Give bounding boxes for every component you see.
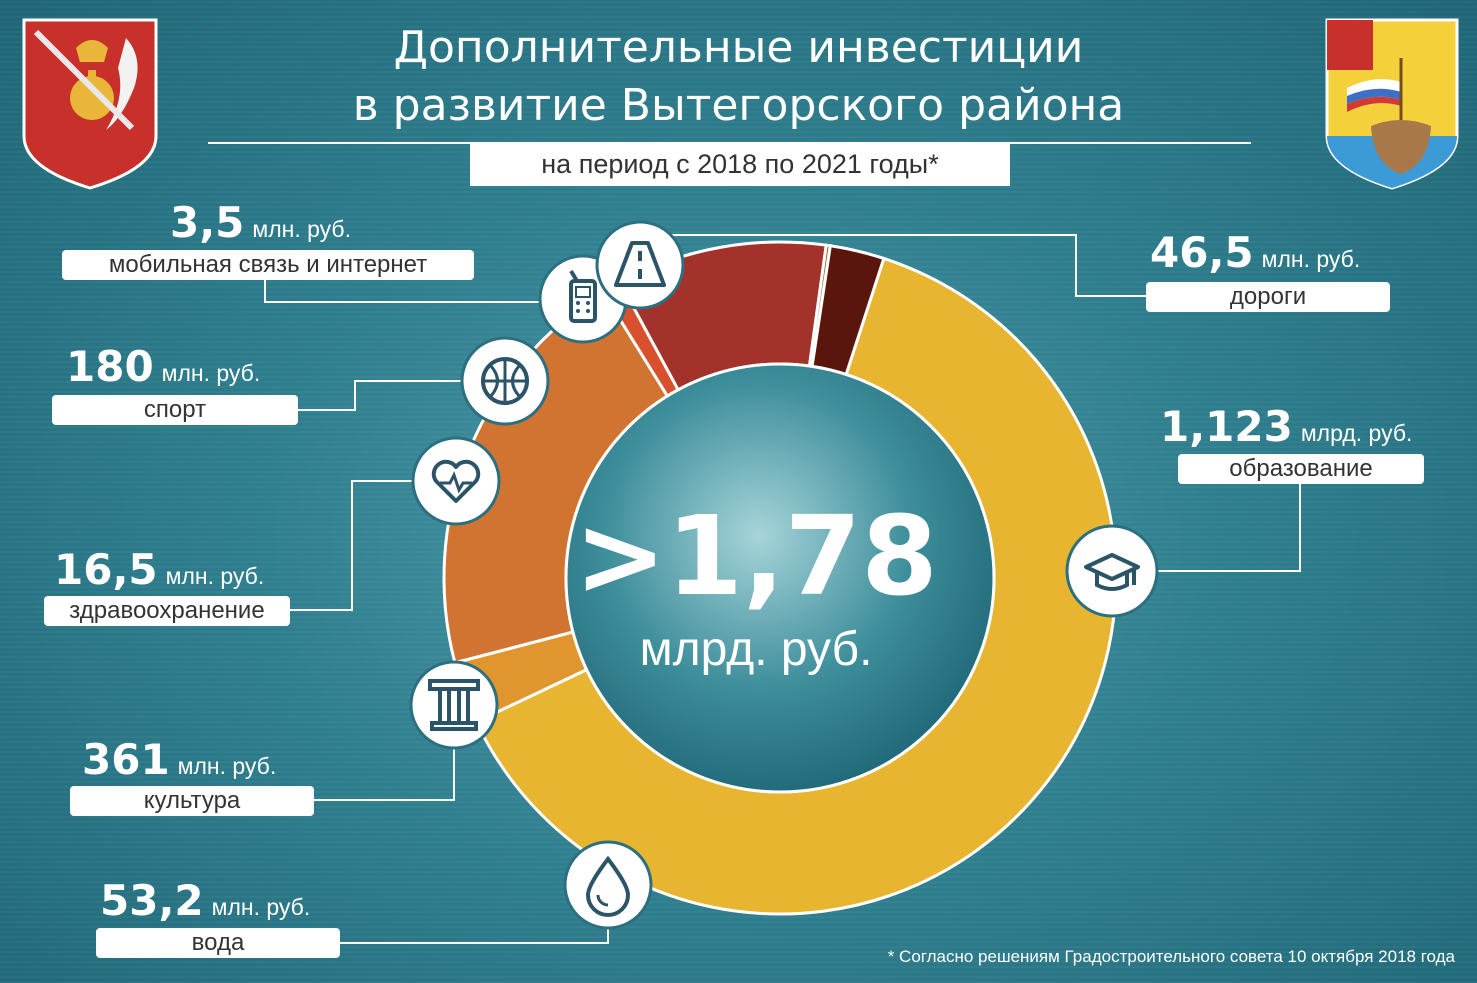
connector-sport	[298, 380, 505, 411]
subtitle: на период с 2018 по 2021 годы*	[470, 142, 1010, 186]
amount-sport-unit: млн. руб.	[161, 360, 261, 386]
title-line-2: в развитие Вытегорского района	[352, 80, 1125, 131]
footnote: * Согласно решениям Градостроительного с…	[887, 947, 1455, 966]
graduation-cap-icon	[1065, 524, 1159, 618]
title-line-1: Дополнительные инвестиции	[393, 22, 1084, 73]
total-unit: млрд. руб.	[639, 623, 873, 676]
label-health: здравоохранение	[44, 596, 290, 626]
connector-mobile	[264, 280, 584, 303]
amount-sport-value: 180	[66, 342, 154, 391]
amount-culture-value: 361	[82, 735, 170, 784]
heartbeat-icon	[411, 436, 501, 526]
column-icon	[409, 660, 499, 750]
center-disc	[564, 362, 996, 794]
basketball-icon	[460, 336, 550, 426]
amount-roads: 46,5 млн. руб.	[1150, 228, 1360, 277]
label-culture: культура	[70, 786, 314, 816]
label-sport: спорт	[52, 395, 298, 425]
amount-water-unit: млн. руб.	[211, 894, 311, 920]
amount-water-value: 53,2	[100, 876, 204, 925]
connector-health	[290, 480, 456, 611]
amount-mobile: 3,5 млн. руб.	[170, 198, 351, 247]
amount-health-unit: млн. руб.	[165, 563, 265, 589]
amount-roads-unit: млн. руб.	[1261, 246, 1361, 272]
amount-roads-value: 46,5	[1150, 228, 1254, 277]
label-water: вода	[96, 928, 340, 958]
connector-education	[1112, 468, 1424, 572]
amount-sport: 180 млн. руб.	[66, 342, 260, 391]
amount-health-value: 16,5	[54, 545, 158, 594]
amount-education: 1,123 млрд. руб.	[1160, 402, 1412, 451]
connector-roads	[640, 234, 1146, 297]
amount-health: 16,5 млн. руб.	[54, 545, 264, 594]
amount-mobile-value: 3,5	[170, 198, 245, 247]
vologda-coat-of-arms	[22, 18, 158, 190]
amount-culture: 361 млн. руб.	[82, 735, 276, 784]
road-icon	[595, 220, 685, 310]
amount-education-unit: млрд. руб.	[1300, 420, 1413, 446]
amount-water: 53,2 млн. руб.	[100, 876, 310, 925]
vytegra-coat-of-arms	[1325, 18, 1459, 190]
label-education: образование	[1178, 454, 1424, 484]
total-value: >1,78	[574, 492, 938, 620]
water-drop-icon	[563, 840, 653, 930]
amount-education-value: 1,123	[1160, 402, 1293, 451]
amount-culture-unit: млн. руб.	[177, 753, 277, 779]
amount-mobile-unit: млн. руб.	[252, 216, 351, 242]
label-roads: дороги	[1146, 282, 1390, 312]
label-mobile: мобильная связь и интернет	[62, 250, 474, 280]
